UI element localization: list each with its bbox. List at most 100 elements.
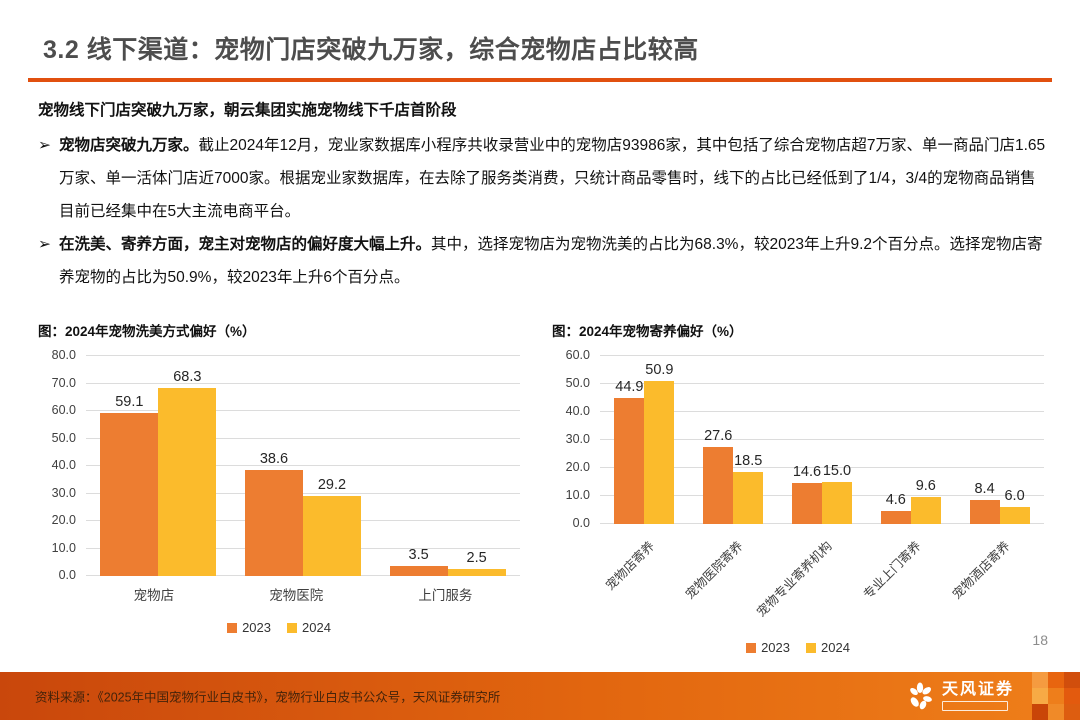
- y-tick-label: 60.0: [565, 348, 590, 362]
- legend-swatch: [806, 642, 816, 653]
- legend-label: 2023: [242, 620, 271, 635]
- legend-label: 2023: [761, 640, 790, 655]
- bar-2024-宠物医院: 29.2: [302, 477, 361, 576]
- x-labels: 宠物店寄养 宠物医院寄养 宠物专业寄养机构 专业上门寄养 宠物酒店寄养: [600, 528, 1044, 628]
- bar-group: 8.4 6.0: [969, 356, 1030, 524]
- bar-2024-宠物医院寄养: 18.5: [733, 453, 764, 524]
- y-tick-label: 80.0: [51, 348, 76, 362]
- y-tick-label: 30.0: [565, 432, 590, 446]
- gridline: 40.0: [52, 458, 520, 472]
- data-label: 50.9: [645, 362, 674, 379]
- gridline: 20.0: [566, 460, 1044, 474]
- legend-swatch: [287, 622, 297, 633]
- plot-area: 0.0 10.0 20.0 30.0 40.0 50.0 60.0 70.0 80.0 59.1 6…: [52, 348, 520, 582]
- footer-mosaic: [1032, 672, 1080, 720]
- category-label: 宠物医院: [269, 584, 323, 604]
- data-label: 14.6: [792, 464, 822, 481]
- y-tick-label: 50.0: [51, 430, 76, 445]
- category-label-text: 宠物酒店寄养: [949, 538, 1013, 602]
- legend-label: 2024: [302, 620, 331, 635]
- bullet-lead: 在洗美、寄养方面，宠主对宠物店的偏好度大幅上升。: [59, 236, 432, 253]
- y-tick-label: 60.0: [51, 403, 76, 417]
- legend-item-2023: 2023: [227, 620, 271, 635]
- y-tick-label: 40.0: [565, 404, 590, 418]
- data-label: 2.5: [466, 550, 487, 567]
- chart-boarding-preference: 图：2024年宠物寄养偏好（%） 0.0 10.0 20.0 30.0 40.0 50.0…: [552, 320, 1044, 655]
- legend: 2023 2024: [552, 640, 1044, 655]
- y-tick-label: 0.0: [58, 568, 76, 582]
- page-number: 18: [1032, 632, 1048, 648]
- bar-group: 27.6 18.5: [703, 356, 764, 524]
- y-tick-label: 10.0: [51, 540, 76, 555]
- bullet-arrow-icon: ➢: [38, 137, 51, 154]
- data-label: 6.0: [1004, 488, 1025, 505]
- bar-group: 59.1 68.3: [100, 356, 217, 576]
- mosaic-square: [1064, 672, 1080, 688]
- bar-group: 4.6 9.6: [880, 356, 941, 524]
- bar-group: 14.6 15.0: [791, 356, 852, 524]
- data-label: 15.0: [822, 463, 852, 479]
- x-labels: 宠物店 宠物医院 上门服务: [86, 584, 520, 604]
- gridline: 50.0: [52, 431, 520, 445]
- data-label: 9.6: [915, 478, 936, 495]
- bar-group: 38.6 29.2: [244, 356, 361, 576]
- category-label-text: 宠物医院寄养: [682, 538, 746, 602]
- logo-text-block: 天风证券: [941, 681, 1014, 711]
- bar-2023-宠物医院: 38.6: [244, 451, 303, 576]
- mosaic-square: [1032, 688, 1048, 704]
- legend-item-2024: 2024: [806, 640, 850, 655]
- category-label: 宠物酒店寄养: [949, 528, 1044, 628]
- logo-subtitle-box: [941, 700, 1008, 711]
- mosaic-square: [1032, 704, 1048, 720]
- gridline: 70.0: [52, 376, 520, 390]
- legend-label: 2024: [821, 640, 850, 655]
- y-tick-label: 20.0: [565, 460, 590, 474]
- data-label: 4.6: [885, 492, 906, 509]
- category-label-text: 宠物医院: [269, 588, 324, 603]
- bar-2023-宠物专业寄养机构: 14.6: [791, 464, 822, 524]
- chart-title: 图：2024年宠物洗美方式偏好（%）: [38, 324, 256, 339]
- gridline: 30.0: [566, 432, 1044, 446]
- gridline: 60.0: [52, 403, 520, 417]
- category-label-text: 宠物店寄养: [603, 538, 658, 593]
- chart-title: 图：2024年宠物寄养偏好（%）: [552, 324, 743, 339]
- data-label: 68.3: [173, 369, 202, 386]
- category-label: 宠物店: [134, 584, 175, 604]
- data-label: 59.1: [115, 394, 144, 411]
- data-label: 3.5: [408, 547, 429, 564]
- gridline: 40.0: [566, 404, 1044, 418]
- bullet-item: ➢ 在洗美、寄养方面，宠主对宠物店的偏好度大幅上升。其中，选择宠物店为宠物洗美的占…: [38, 228, 1050, 294]
- bullet-item: ➢ 宠物店突破九万家。截止2024年12月，宠业家数据库小程序共收录营业中的宠物店…: [38, 129, 1050, 228]
- legend: 2023 2024: [38, 620, 520, 635]
- y-tick-label: 10.0: [565, 488, 590, 502]
- bar-2023-宠物店寄养: 44.9: [614, 379, 645, 524]
- category-label: 上门服务: [418, 584, 472, 604]
- mosaic-square: [1032, 672, 1048, 688]
- logo: 天风证券: [905, 681, 1014, 711]
- bar-2024-宠物店: 68.3: [158, 369, 217, 576]
- bars-row: 44.9 50.9 27.6 18.5 14.6 15.0 4.6 9.6 8.4 6.0: [600, 356, 1044, 524]
- mosaic-square: [1064, 704, 1080, 720]
- mosaic-square: [1048, 688, 1064, 704]
- bar-2024-宠物店寄养: 50.9: [644, 362, 675, 524]
- y-tick-label: 0.0: [572, 516, 590, 530]
- bar-2023-专业上门寄养: 4.6: [880, 492, 911, 524]
- gridline: 80.0: [52, 348, 520, 362]
- bars-row: 59.1 68.3 38.6 29.2 3.5 2.5: [86, 356, 520, 576]
- category-label: 专业上门寄养: [861, 528, 955, 628]
- legend-item-2023: 2023: [746, 640, 790, 655]
- bullet-text: 其中，选择宠物店为宠物洗美的占比为68.3%，较2023年上升9.2个百分点。选…: [59, 236, 1043, 286]
- bar-group: 3.5 2.5: [389, 356, 506, 576]
- category-label-text: 上门服务: [418, 588, 473, 603]
- gridline: 50.0: [566, 376, 1044, 390]
- chart-grooming-preference: 图：2024年宠物洗美方式偏好（%） 0.0 10.0 20.0 30.0 40.0 50…: [38, 320, 520, 635]
- y-tick-label: 40.0: [51, 458, 76, 472]
- bar-2023-上门服务: 3.5: [389, 547, 448, 576]
- mosaic-square: [1048, 704, 1064, 720]
- mosaic-square: [1048, 672, 1064, 688]
- legend-item-2024: 2024: [287, 620, 331, 635]
- data-label: 29.2: [317, 476, 347, 493]
- bullet-arrow-icon: ➢: [38, 236, 51, 253]
- bar-2023-宠物医院寄养: 27.6: [703, 428, 734, 524]
